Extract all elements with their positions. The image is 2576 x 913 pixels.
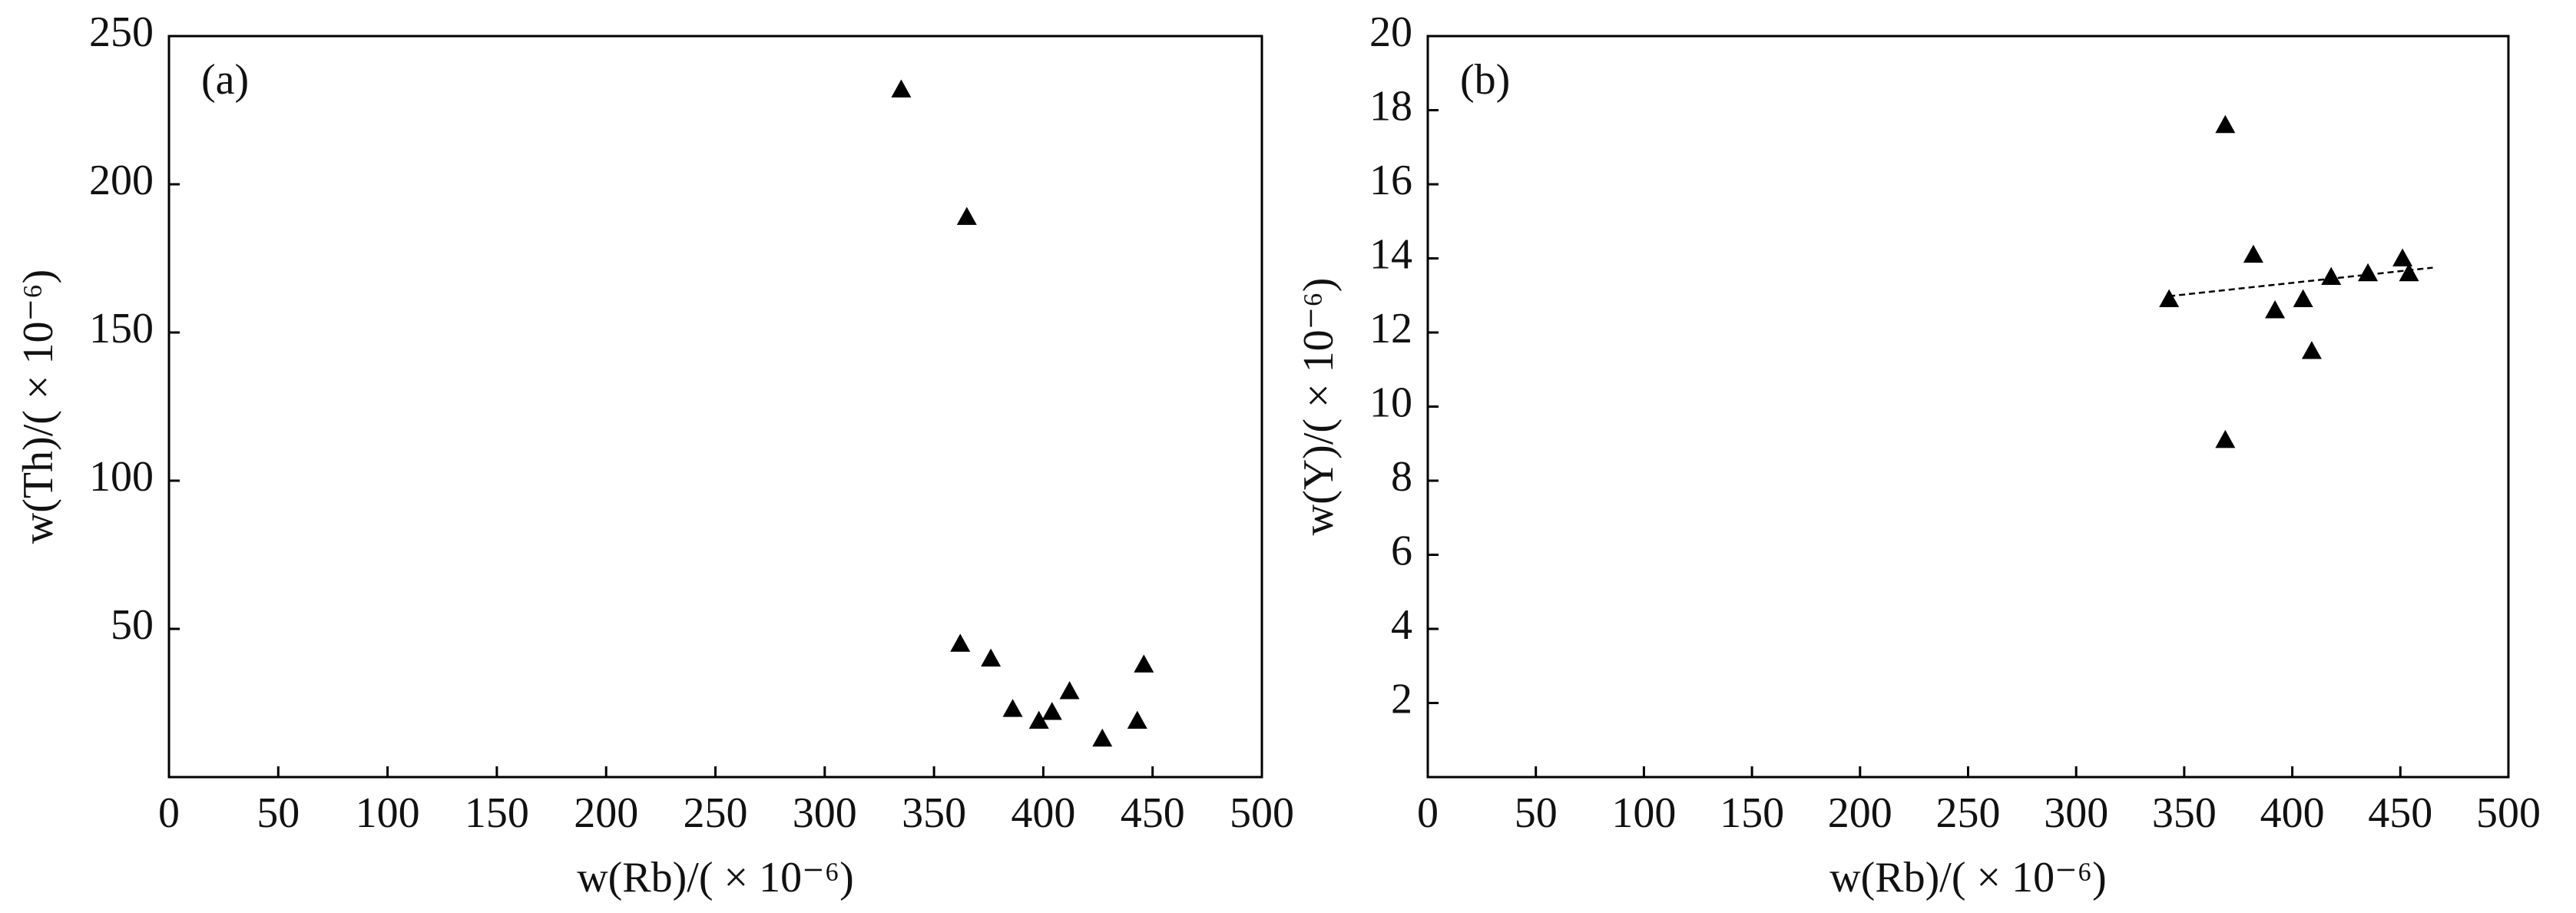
data-point (1092, 728, 1113, 747)
x-tick-label: 100 (1611, 789, 1676, 837)
x-tick-label: 100 (356, 789, 420, 837)
data-point (1127, 710, 1147, 729)
y-tick-label: 6 (1391, 527, 1412, 574)
panel-label: (b) (1460, 56, 1510, 104)
data-point (2392, 248, 2413, 266)
x-tick-label: 300 (2044, 789, 2108, 837)
x-tick-label: 450 (2368, 789, 2432, 837)
data-point (2321, 266, 2342, 286)
x-tick-label: 200 (574, 789, 638, 837)
data-point (2399, 263, 2419, 282)
data-point (891, 79, 912, 98)
y-tick-label: 2 (1391, 675, 1412, 723)
x-tick-label: 300 (793, 789, 857, 837)
data-point (950, 633, 971, 652)
data-point (2159, 289, 2180, 307)
y-tick-label: 250 (89, 8, 154, 56)
y-tick-label: 14 (1369, 230, 1412, 278)
x-tick-label: 350 (2152, 789, 2217, 837)
trend-line (2169, 266, 2433, 297)
data-point (2215, 429, 2236, 448)
x-tick-label: 450 (1121, 789, 1185, 837)
plot-frame (1426, 35, 2510, 779)
data-point (2301, 341, 2322, 359)
data-point (1134, 654, 1154, 673)
y-tick-label: 10 (1369, 379, 1412, 426)
data-point (1059, 681, 1080, 700)
y-tick-label: 18 (1369, 82, 1412, 130)
data-point (2265, 300, 2286, 319)
x-tick-label: 150 (465, 789, 529, 837)
data-point (1002, 699, 1023, 717)
x-tick-label: 250 (684, 789, 748, 837)
y-tick-label: 100 (89, 453, 154, 501)
x-tick-label: 200 (1828, 789, 1892, 837)
y-tick-label: 8 (1391, 453, 1412, 501)
data-point (1041, 702, 1062, 720)
x-tick-label: 250 (1936, 789, 2001, 837)
y-tick-label: 16 (1369, 157, 1412, 204)
x-axis-label: w(Rb)/( × 10⁻⁶) (577, 854, 854, 901)
y-tick-label: 50 (111, 601, 154, 649)
y-axis-label: w(Y)/( × 10⁻⁶) (1295, 278, 1343, 536)
x-tick-label: 400 (1011, 789, 1075, 837)
data-point (1028, 710, 1049, 729)
data-point (2215, 114, 2236, 134)
x-tick-label: 350 (902, 789, 966, 837)
y-tick-label: 150 (89, 305, 154, 352)
x-tick-label: 0 (158, 789, 180, 837)
data-point (981, 648, 1002, 667)
x-tick-label: 0 (1417, 789, 1439, 837)
x-tick-label: 400 (2260, 789, 2325, 837)
data-point (2293, 289, 2313, 307)
y-tick-label: 200 (89, 157, 154, 204)
x-tick-label: 500 (2476, 789, 2541, 837)
x-tick-label: 50 (257, 789, 300, 837)
x-tick-label: 150 (1720, 789, 1784, 837)
y-tick-label: 12 (1369, 305, 1412, 352)
data-point (2243, 244, 2263, 263)
x-tick-label: 50 (1515, 789, 1558, 837)
x-tick-label: 500 (1230, 789, 1294, 837)
y-axis-label: w(Th)/( × 10⁻⁶) (15, 270, 62, 544)
x-axis-label: w(Rb)/( × 10⁻⁶) (1829, 854, 2107, 901)
y-tick-label: 20 (1369, 8, 1412, 56)
plot-frame (167, 35, 1263, 779)
data-point (2358, 263, 2379, 282)
y-tick-label: 4 (1391, 601, 1412, 649)
data-point (956, 207, 977, 225)
panel-label: (a) (201, 56, 249, 104)
